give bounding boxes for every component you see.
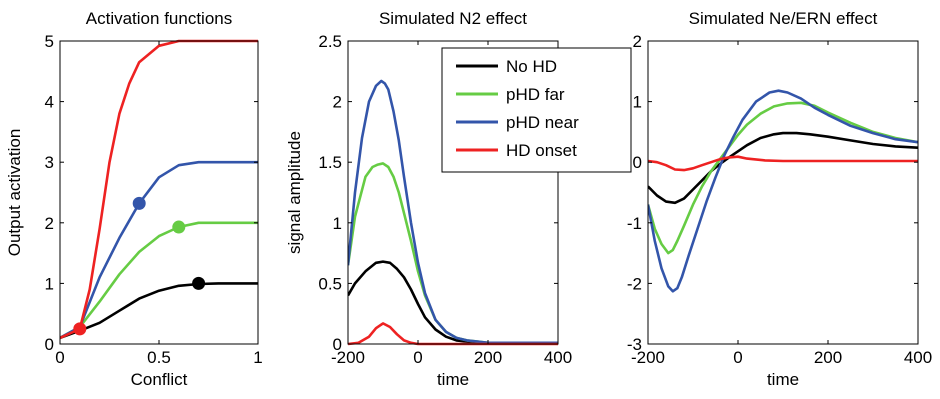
legend-entry-label: pHD near (506, 113, 579, 132)
x-tick-label: -200 (631, 348, 665, 367)
x-tick-label: 200 (474, 348, 502, 367)
y-tick-label: 0 (333, 335, 342, 354)
y-tick-label: 4 (45, 93, 54, 112)
y-tick-label: 2 (45, 214, 54, 233)
y-tick-label: 2.5 (318, 32, 342, 51)
legend-entry-label: pHD far (506, 85, 565, 104)
y-tick-label: 2 (633, 32, 642, 51)
x-tick-label: -200 (331, 348, 365, 367)
x-tick-label: 0 (55, 348, 64, 367)
x-axis-label: time (437, 370, 469, 389)
axes-box (647, 40, 919, 345)
y-tick-label: 0.5 (318, 274, 342, 293)
chart-title: Simulated N2 effect (379, 9, 527, 28)
y-tick-label: -2 (627, 274, 642, 293)
marker-point-1 (192, 276, 206, 290)
y-tick-label: 1 (333, 214, 342, 233)
x-tick-label: 200 (814, 348, 842, 367)
chart-title: Activation functions (86, 9, 232, 28)
y-tick-label: 1 (633, 93, 642, 112)
legend: No HD pHD far pHD near HD onset (441, 47, 632, 173)
legend-entry-label: No HD (506, 57, 557, 76)
x-axis-label: time (767, 370, 799, 389)
series-line-hd-onset (648, 155, 918, 172)
plot-area (60, 41, 258, 344)
chart-panel-1: 0 0.5 1 0 1 2 3 4 5 Activation functions Conflict O… (5, 9, 263, 389)
x-tick-label: 0 (413, 348, 422, 367)
chart-panel-3: -200 0 200 400 -3 -2 -1 0 1 2 Simulated Ne/ERN eff… (627, 9, 932, 389)
x-tick-label: 1 (253, 348, 262, 367)
x-axis-label: Conflict (131, 370, 188, 389)
marker-point-4 (73, 322, 87, 336)
series-line-phd-near (348, 79, 558, 345)
y-axis-label: signal amplitude (285, 131, 304, 254)
series-line-1 (60, 282, 258, 340)
y-tick-label: 1.5 (318, 153, 342, 172)
series-line-no-hd (648, 131, 918, 205)
x-tick-label: 0 (733, 348, 742, 367)
marker-point-2 (172, 220, 186, 234)
chart-title: Simulated Ne/ERN effect (689, 9, 878, 28)
series-line-phd-far (648, 101, 918, 255)
x-tick-label: 0.5 (147, 348, 171, 367)
y-tick-label: -1 (627, 214, 642, 233)
y-axis-label: Output activation (5, 129, 24, 257)
series-line-3 (60, 160, 258, 340)
y-tick-label: 1 (45, 274, 54, 293)
axes-box (347, 40, 559, 345)
y-tick-label: 0 (45, 335, 54, 354)
y-tick-label: 5 (45, 32, 54, 51)
y-tick-label: 2 (333, 93, 342, 112)
marker-point-3 (132, 196, 146, 210)
series-line-phd-near (648, 89, 918, 293)
x-tick-label: 400 (904, 348, 932, 367)
y-tick-label: 0 (633, 153, 642, 172)
legend-entry-label: HD onset (506, 141, 577, 160)
y-tick-label: 3 (45, 153, 54, 172)
series-line-2 (60, 221, 258, 340)
x-tick-label: 400 (544, 348, 572, 367)
y-tick-label: -3 (627, 335, 642, 354)
